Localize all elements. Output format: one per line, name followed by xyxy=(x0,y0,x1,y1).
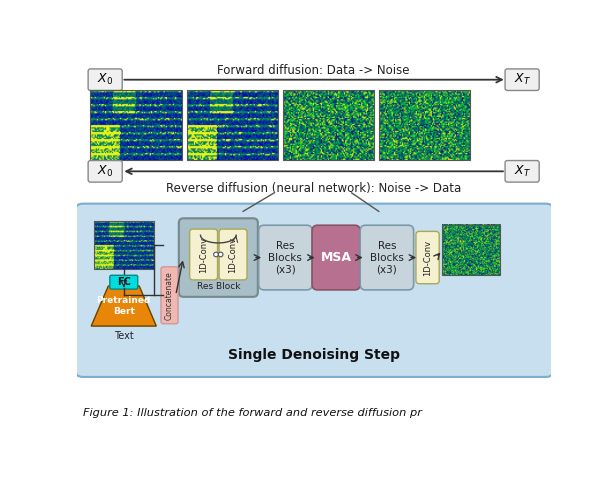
Bar xyxy=(94,221,154,269)
Text: $X_0$: $X_0$ xyxy=(97,72,113,87)
Text: $X_T$: $X_T$ xyxy=(513,72,531,87)
Text: Figure 1: Illustration of the forward and reverse diffusion pr: Figure 1: Illustration of the forward an… xyxy=(83,408,422,418)
Text: $X_0$: $X_0$ xyxy=(97,164,113,179)
Bar xyxy=(187,90,278,160)
FancyBboxPatch shape xyxy=(75,204,554,377)
Text: 1D-Conv: 1D-Conv xyxy=(228,237,237,272)
Text: Text: Text xyxy=(114,331,133,341)
Text: Res
Blocks
(x3): Res Blocks (x3) xyxy=(370,241,404,274)
Text: Forward diffusion: Data -> Noise: Forward diffusion: Data -> Noise xyxy=(217,64,410,76)
Text: Res Block: Res Block xyxy=(196,282,240,291)
Text: Pretrained
Bert: Pretrained Bert xyxy=(97,296,151,316)
Text: Reverse diffusion (neural network): Noise -> Data: Reverse diffusion (neural network): Nois… xyxy=(166,182,461,195)
Polygon shape xyxy=(91,286,156,326)
Text: FC: FC xyxy=(117,277,131,287)
Bar xyxy=(91,90,182,160)
Bar xyxy=(283,90,374,160)
Circle shape xyxy=(214,252,218,257)
Text: Res
Blocks
(x3): Res Blocks (x3) xyxy=(269,241,302,274)
FancyBboxPatch shape xyxy=(110,275,138,289)
Text: $X_T$: $X_T$ xyxy=(513,164,531,179)
FancyBboxPatch shape xyxy=(219,229,247,280)
Text: 1D-Conv: 1D-Conv xyxy=(199,237,208,272)
FancyBboxPatch shape xyxy=(259,225,312,290)
Text: 1D-Conv: 1D-Conv xyxy=(423,239,432,276)
FancyBboxPatch shape xyxy=(505,69,539,90)
FancyBboxPatch shape xyxy=(190,229,217,280)
FancyBboxPatch shape xyxy=(505,161,539,182)
Circle shape xyxy=(218,252,223,257)
Text: MSA: MSA xyxy=(321,251,352,264)
Text: Concatenate: Concatenate xyxy=(165,271,174,320)
Bar xyxy=(442,225,501,275)
FancyBboxPatch shape xyxy=(312,225,360,290)
FancyBboxPatch shape xyxy=(416,231,439,284)
FancyBboxPatch shape xyxy=(179,218,258,297)
Bar xyxy=(379,90,470,160)
FancyBboxPatch shape xyxy=(88,161,122,182)
Text: Single Denoising Step: Single Denoising Step xyxy=(228,348,400,362)
FancyBboxPatch shape xyxy=(360,225,414,290)
FancyBboxPatch shape xyxy=(161,267,178,324)
FancyBboxPatch shape xyxy=(88,69,122,90)
